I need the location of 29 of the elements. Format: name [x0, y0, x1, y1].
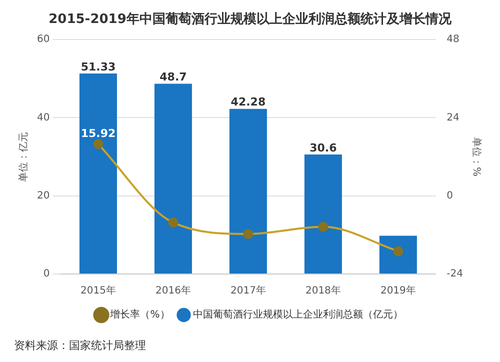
y-tick-label: 40	[36, 112, 50, 124]
y2-tick-label: 48	[446, 34, 460, 46]
data-label: 48.7	[160, 70, 187, 84]
x-tick-label: 2017年	[230, 284, 266, 297]
text: 资料来源：国家统计局整理	[14, 338, 146, 352]
y-axis-title: 单位：亿元	[18, 132, 30, 182]
bar	[154, 84, 192, 274]
y2-tick-label: -24	[446, 268, 464, 280]
x-tick-label: 2019年	[380, 284, 416, 297]
legend-label: 增长率（%）	[109, 308, 170, 321]
bar	[304, 154, 342, 274]
data-label: 51.33	[80, 60, 116, 74]
y-tick-label: 0	[43, 268, 50, 280]
data-label: 42.28	[230, 96, 266, 109]
y-tick-label: 20	[36, 190, 50, 202]
y-tick-label: 60	[36, 34, 50, 46]
bar	[379, 236, 417, 274]
data-label: 15.92	[80, 126, 116, 140]
bar	[229, 108, 267, 274]
chart-title: 2015-2019年中国葡萄酒行业规模以上企业利润总额统计及增长情况	[48, 11, 452, 28]
bar	[79, 73, 117, 274]
x-tick-label: 2018年	[305, 284, 341, 297]
y2-tick-label: 0	[446, 190, 454, 202]
y2-tick-label: 24	[446, 112, 460, 124]
x-tick-label: 2015年	[80, 284, 116, 297]
legend-label: 中国葡萄酒行业规模以上企业利润总额（亿元）	[192, 308, 403, 321]
y2-axis-title: 单位：%	[470, 137, 482, 177]
x-tick-label: 2016年	[155, 284, 191, 297]
data-label: 30.6	[310, 141, 338, 154]
